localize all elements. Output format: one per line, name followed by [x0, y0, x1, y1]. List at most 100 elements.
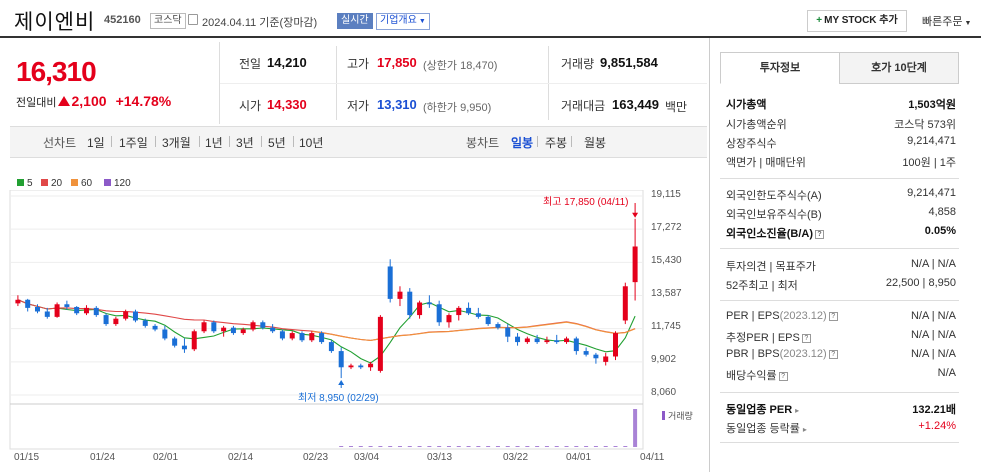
x-tick: 01/24 [90, 452, 116, 463]
legend-ma120: 120 [104, 178, 131, 189]
low-annotation: 최저 8,950 (02/29) [298, 393, 379, 404]
candle-body [407, 291, 413, 316]
x-tick: 04/01 [566, 452, 592, 463]
candle-body [338, 351, 344, 368]
candle-body [593, 354, 599, 359]
help-icon[interactable]: ? [801, 334, 811, 343]
upper-limit: (상한가 18,470) [423, 60, 498, 72]
mystock-add-button[interactable]: + MY STOCK 추가 [807, 10, 907, 32]
candle-body [260, 322, 266, 328]
help-icon[interactable]: ? [815, 230, 824, 239]
candle-body [132, 311, 138, 321]
candle-body [103, 315, 109, 325]
candle-body [632, 246, 638, 283]
candle-body [554, 340, 560, 343]
week52-row: 52주최고 | 최저 22,500 | 8,950 [726, 277, 956, 292]
stock-name: 제이엔비 [14, 11, 96, 34]
candlestick-chart[interactable] [0, 190, 705, 450]
market-cap-row: 시가총액 1,503억원 [726, 99, 956, 111]
period-10y[interactable]: 10년 [299, 136, 324, 150]
open-label: 시가 [239, 99, 262, 113]
period-daily[interactable]: 일봉 [511, 136, 534, 150]
candle-body [74, 306, 80, 314]
candle-body [377, 316, 383, 371]
lower-limit: (하한가 9,950) [423, 102, 492, 114]
volume-bar [466, 446, 471, 447]
chevron-right-icon: ▸ [795, 406, 800, 415]
period-3y[interactable]: 3년 [236, 136, 254, 150]
volume-label: 거래량 [561, 57, 595, 71]
candle-body [622, 286, 628, 321]
help-icon[interactable]: ? [828, 350, 838, 359]
amount-unit: 백만 [665, 100, 688, 114]
help-icon[interactable]: ? [828, 312, 838, 321]
x-tick: 02/23 [303, 452, 329, 463]
candle-body [426, 302, 432, 305]
candle-body [397, 291, 403, 299]
chevron-right-icon: ▸ [802, 425, 807, 434]
x-tick: 01/15 [14, 452, 40, 463]
period-1d[interactable]: 1일 [87, 136, 105, 150]
tab-orderbook[interactable]: 호가 10단계 [839, 52, 959, 84]
open-value: 14,330 [267, 97, 307, 112]
candle-body [240, 329, 246, 334]
volume-bar [544, 446, 549, 447]
realtime-badge[interactable]: 실시간 [337, 13, 373, 29]
volume-bar [368, 446, 373, 447]
cap-rank-row: 시가총액순위 코스닥 573위 [726, 119, 956, 131]
candle-body [348, 365, 354, 368]
market-badge: 코스닥 [150, 13, 186, 29]
volume-bar [358, 446, 363, 447]
candle-body [368, 363, 374, 368]
stock-header: 제이엔비 452160 코스닥 2024.04.11 기준(장마감) 실시간 기… [0, 0, 981, 38]
candle-body [358, 365, 364, 368]
candle-body [15, 299, 21, 304]
period-5y[interactable]: 5년 [268, 136, 286, 150]
candle-body [603, 356, 609, 362]
period-3m[interactable]: 3개월 [162, 136, 191, 150]
help-icon[interactable]: ? [778, 372, 788, 381]
x-tick: 03/22 [503, 452, 529, 463]
candle-body [475, 313, 481, 317]
tab-invest-info[interactable]: 투자정보 [720, 52, 840, 84]
candle-body [83, 307, 89, 314]
volume-bar [407, 446, 412, 447]
y-tick: 9,902 [651, 354, 677, 365]
quick-order-button[interactable]: 빠른주문 ▼ [922, 16, 972, 28]
candle-body [328, 342, 334, 352]
candle-body [309, 333, 315, 341]
volume-bar [633, 409, 638, 447]
company-info-dropdown[interactable]: 기업개요 ▼ [376, 13, 430, 30]
candle-body [524, 338, 530, 343]
low-value: 13,310 [377, 97, 417, 112]
y-tick: 11,745 [651, 321, 681, 332]
candle-body [485, 316, 491, 325]
volume-bar [437, 446, 442, 447]
y-tick: 8,060 [651, 387, 677, 398]
volume-bar [554, 446, 559, 447]
period-1y[interactable]: 1년 [205, 136, 223, 150]
volume-bar [348, 446, 353, 447]
candle-body [466, 307, 472, 314]
candle-body [534, 338, 540, 343]
high-annotation: 최고 17,850 (04/11) [543, 197, 629, 208]
dividend-row: 배당수익률? N/A [726, 367, 956, 382]
volume-legend: 거래량 [662, 409, 693, 422]
volume-bar [584, 446, 589, 447]
ma-line [17, 299, 636, 364]
period-weekly[interactable]: 주봉 [545, 136, 568, 150]
candle-body [270, 327, 276, 332]
high-label: 고가 [347, 57, 370, 71]
candle-body [446, 315, 452, 323]
shares-row: 상장주식수 9,214,471 [726, 135, 956, 150]
pbr-row: PBR | BPS(2023.12)? N/A | N/A [726, 348, 956, 360]
period-1w[interactable]: 1주일 [119, 136, 148, 150]
industry-per-row[interactable]: 동일업종 PER ▸ 132.21배 [726, 404, 956, 416]
period-monthly[interactable]: 월봉 [584, 136, 607, 150]
industry-rate-row[interactable]: 동일업종 등락률 ▸ +1.24% [726, 420, 956, 435]
candle-body [230, 327, 236, 334]
prev-close-value: 14,210 [267, 55, 307, 70]
line-chart-label: 선차트 [43, 136, 77, 150]
candle-body [544, 340, 550, 343]
prev-close-label: 전일 [239, 57, 262, 71]
